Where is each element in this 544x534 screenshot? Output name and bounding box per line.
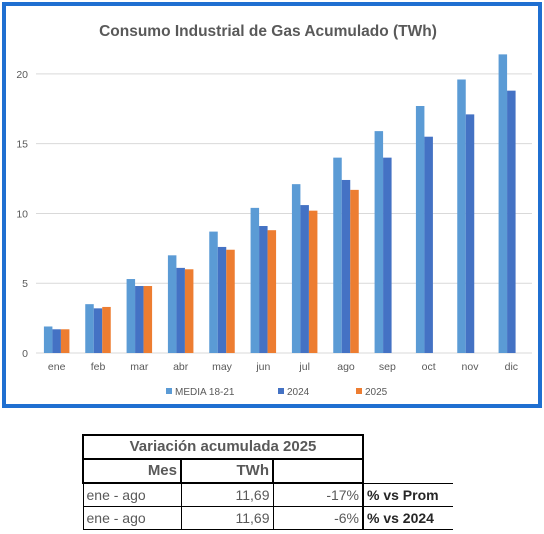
bar-ago-2 — [341, 179, 351, 353]
header-note-empty — [362, 459, 453, 483]
row-pct: -6% — [272, 506, 363, 530]
x-tick-label: may — [212, 361, 233, 373]
x-tick-label: abr — [173, 361, 189, 373]
bar-ene-3 — [60, 329, 70, 353]
x-tick-label: ago — [337, 361, 355, 373]
bar-feb-3 — [102, 306, 111, 353]
legend-label: MEDIA 18-21 — [175, 387, 235, 398]
y-axis-ticks: 0 5 10 15 20 — [16, 69, 28, 360]
chart-title: Consumo Industrial de Gas Acumulado (TWh… — [99, 23, 437, 40]
bar-layer — [43, 54, 516, 354]
y-tick-label: 10 — [16, 208, 28, 220]
row-twh: 11,69 — [180, 506, 273, 530]
bar-jun-2 — [259, 226, 268, 353]
bar-dic-1 — [498, 54, 508, 353]
x-tick-label: ene — [48, 361, 66, 373]
bar-jun-1 — [250, 207, 260, 353]
y-tick-label: 20 — [16, 69, 28, 81]
bar-mar-1 — [126, 279, 136, 353]
y-tick-label: 0 — [22, 348, 28, 360]
chart-frame: Consumo Industrial de Gas Acumulado (TWh… — [2, 2, 542, 408]
header-empty — [272, 458, 364, 484]
x-tick-label: feb — [91, 361, 106, 373]
bar-feb-1 — [85, 304, 94, 353]
bar-mar-2 — [135, 286, 144, 353]
bar-feb-2 — [93, 308, 103, 353]
x-axis-ticks: ene feb mar abr may jun jul ago sep oct nov dic — [48, 361, 518, 373]
legend-label: 2024 — [287, 387, 310, 398]
gas-consumption-chart: Consumo Industrial de Gas Acumulado (TWh… — [16, 23, 532, 398]
table-spacer — [363, 435, 453, 459]
bar-mar-3 — [143, 286, 153, 353]
row-twh: 11,69 — [180, 482, 273, 507]
bar-jul-1 — [291, 184, 301, 353]
legend-swatch — [278, 388, 284, 394]
bar-jul-2 — [300, 205, 309, 353]
table-title: Variación acumulada 2025 — [82, 434, 364, 460]
table-row: ene - ago 11,69 -17% % vs Prom — [82, 482, 453, 507]
row-mes: ene - ago — [82, 482, 181, 507]
bar-sep-1 — [374, 131, 384, 353]
bar-jun-3 — [267, 230, 277, 353]
x-tick-label: jun — [255, 361, 270, 373]
bar-jul-3 — [308, 210, 318, 353]
bar-oct-1 — [415, 106, 425, 353]
y-tick-label: 5 — [22, 278, 28, 290]
bar-ago-3 — [350, 189, 359, 353]
header-twh: TWh — [180, 458, 274, 484]
grid-layer — [36, 73, 532, 354]
bar-sep-2 — [383, 157, 392, 353]
variation-table: Variación acumulada 2025 Mes TWh ene - a… — [82, 434, 453, 530]
bar-abr-3 — [184, 269, 194, 353]
bar-ene-1 — [43, 326, 53, 353]
bar-may-3 — [226, 249, 235, 353]
legend-label: 2025 — [365, 387, 388, 398]
bar-abr-2 — [176, 267, 185, 353]
bar-abr-1 — [167, 255, 177, 353]
x-tick-label: dic — [505, 361, 518, 373]
bar-oct-2 — [424, 136, 433, 353]
legend: MEDIA 18-21 2024 2025 — [166, 387, 388, 398]
bar-ene-2 — [52, 329, 61, 353]
bar-may-2 — [217, 246, 227, 353]
table-row: ene - ago 11,69 -6% % vs 2024 — [82, 506, 453, 530]
bar-nov-2 — [465, 114, 475, 353]
bar-nov-1 — [457, 79, 466, 353]
y-tick-label: 15 — [16, 139, 28, 151]
x-tick-label: jul — [298, 361, 310, 373]
row-mes: ene - ago — [82, 506, 181, 530]
row-note: % vs Prom — [362, 482, 453, 507]
legend-swatch — [166, 388, 172, 394]
bar-ago-1 — [333, 157, 342, 353]
bar-may-1 — [209, 231, 218, 353]
row-pct: -17% — [272, 482, 363, 507]
legend-swatch — [356, 388, 362, 394]
x-tick-label: sep — [379, 361, 396, 373]
bar-dic-2 — [507, 90, 516, 354]
x-tick-label: oct — [422, 361, 436, 373]
x-tick-label: mar — [130, 361, 149, 373]
header-mes: Mes — [82, 458, 182, 484]
row-note: % vs 2024 — [362, 506, 453, 530]
x-tick-label: nov — [462, 361, 480, 373]
